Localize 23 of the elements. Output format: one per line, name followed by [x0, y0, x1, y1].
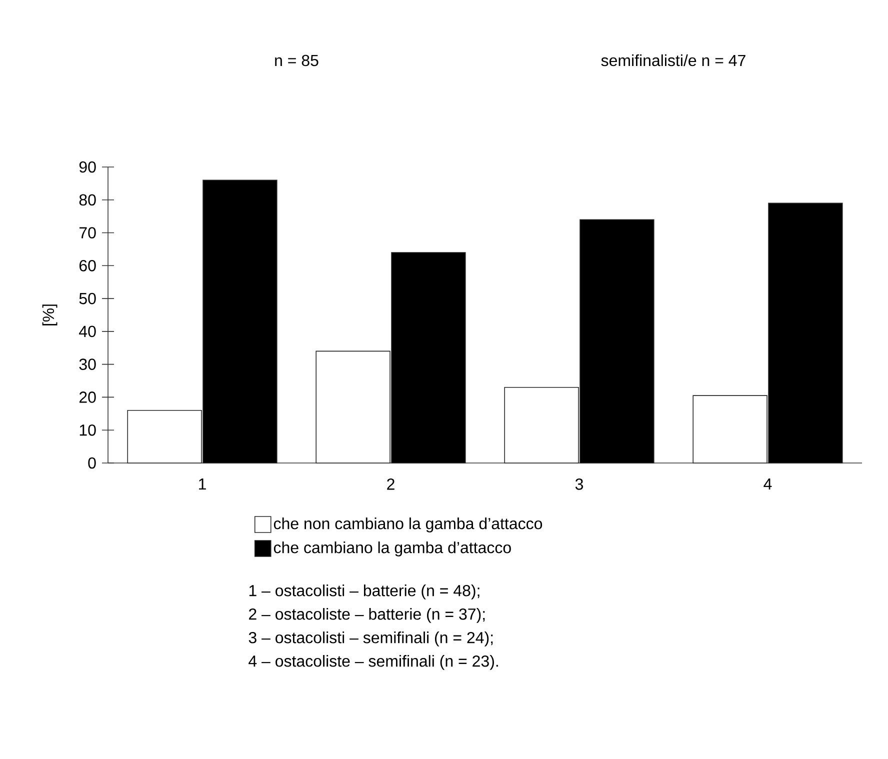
y-tick-label: 70 — [79, 227, 96, 238]
x-tick-label: 4 — [764, 478, 772, 490]
y-tick-label: 50 — [79, 292, 96, 304]
y-tick-label: 20 — [79, 392, 96, 403]
x-tick-label: 1 — [199, 478, 206, 490]
y-tick-label: 90 — [79, 161, 96, 173]
legend-label: che non cambiano la gamba d’attacco — [274, 518, 542, 532]
text: 3 – ostacolisti – semifinali (n = 24); — [248, 632, 493, 646]
text: n = 85 — [275, 54, 318, 66]
text: 2 – ostacoliste – batterie (n = 37); — [249, 608, 485, 623]
y-tick-label: 60 — [79, 260, 96, 272]
x-tick-label: 2 — [387, 478, 394, 490]
y-axis-title: [%] — [42, 304, 58, 326]
y-tick-label: 0 — [88, 457, 96, 469]
text: 1 – ostacolisti – batterie (n = 48); — [249, 584, 480, 600]
x-tick-label: 3 — [575, 478, 583, 490]
text: semifinalisti/e n = 47 — [601, 54, 746, 66]
y-tick-label: 40 — [79, 326, 96, 338]
y-tick-label: 10 — [80, 424, 96, 436]
y-tick-label: 80 — [79, 194, 96, 206]
y-tick-label: 30 — [79, 358, 96, 370]
text: 4 – ostacoliste – semifinali (n = 23). — [248, 655, 498, 670]
legend-label: che cambiano la gamba d’attacco — [274, 542, 511, 556]
